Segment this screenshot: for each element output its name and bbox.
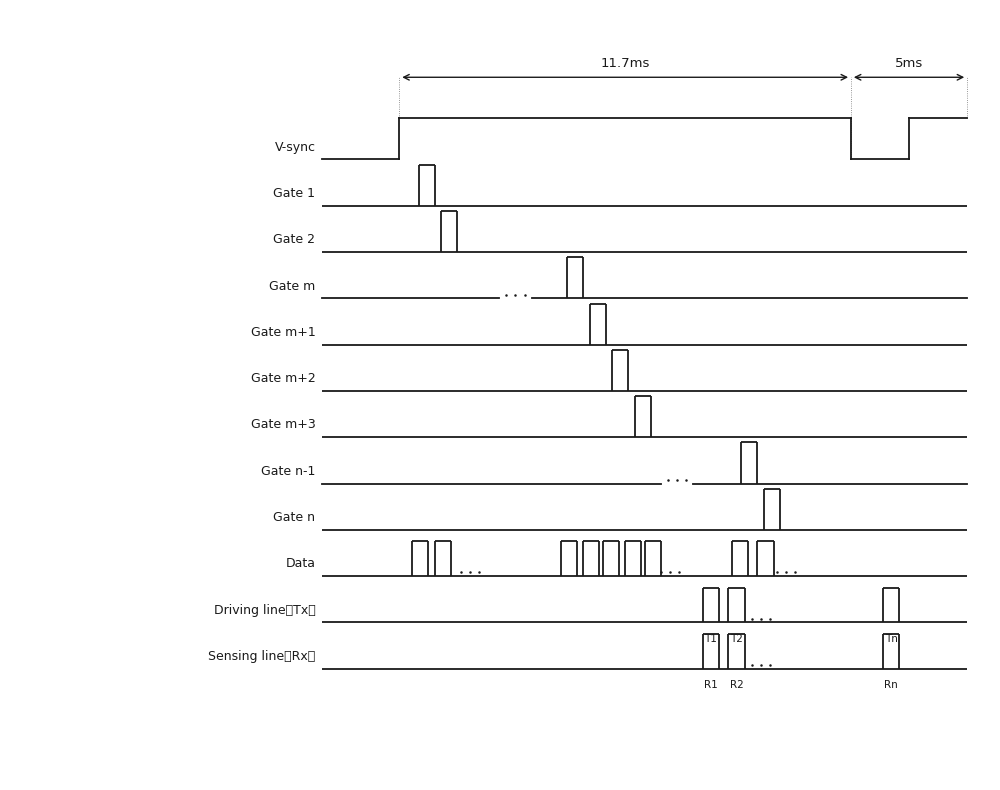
Text: Gate m+2: Gate m+2 (251, 372, 315, 386)
Text: Gate m+3: Gate m+3 (251, 419, 315, 431)
Text: Gate n-1: Gate n-1 (261, 465, 315, 478)
Text: Sensing line（Rx）: Sensing line（Rx） (208, 650, 315, 663)
Text: 11.7ms: 11.7ms (600, 57, 650, 70)
Text: 5ms: 5ms (895, 57, 923, 70)
Text: R2: R2 (730, 680, 743, 690)
Text: Tn: Tn (885, 634, 898, 644)
Text: V-sync: V-sync (274, 141, 315, 153)
Text: R1: R1 (704, 680, 718, 690)
Text: T2: T2 (730, 634, 743, 644)
Text: Gate m+1: Gate m+1 (251, 325, 315, 339)
Text: Gate 2: Gate 2 (273, 233, 315, 246)
Text: Gate 1: Gate 1 (273, 187, 315, 200)
Text: Data: Data (285, 558, 315, 570)
Text: Gate m: Gate m (269, 280, 315, 292)
Text: T1: T1 (704, 634, 717, 644)
Text: Rn: Rn (884, 680, 898, 690)
Text: Driving line（Tx）: Driving line（Tx） (214, 604, 315, 617)
Text: Gate n: Gate n (273, 511, 315, 524)
